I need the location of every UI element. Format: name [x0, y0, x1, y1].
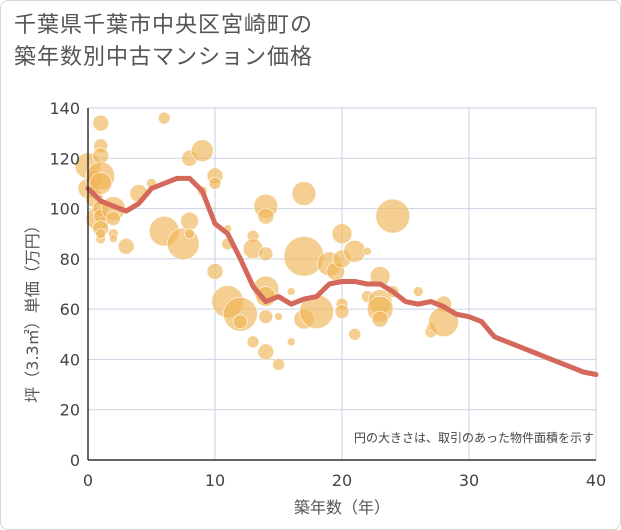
bubble-point-27	[184, 228, 195, 240]
bubble-point-61	[334, 304, 350, 319]
chart-title-line-1: 千葉県千葉市中央区宮崎町の	[14, 13, 314, 38]
bubble-point-46	[258, 309, 274, 324]
bubble-point-28	[191, 139, 214, 163]
y-tick-label-140: 140	[49, 99, 80, 118]
bubble-point-7	[92, 147, 109, 165]
bubble-point-48	[272, 358, 285, 371]
bubble-point-42	[257, 207, 275, 225]
bubble-series	[74, 111, 459, 371]
trend-line-series	[85, 175, 599, 378]
y-tick-label-120: 120	[49, 149, 80, 168]
bubble-point-50	[286, 337, 296, 347]
x-tick-labels: 0 10 20 30 40	[83, 471, 606, 490]
size-note: 円の大きさは、取引のあった物件面積を示す	[354, 430, 594, 445]
y-tick-label-80: 80	[60, 250, 80, 269]
bubble-point-32	[206, 263, 224, 280]
bubble-point-16	[106, 211, 121, 226]
y-tick-label-100: 100	[49, 200, 80, 219]
bubble-point-19	[117, 237, 135, 255]
bubble-point-22	[157, 111, 171, 125]
trend-line	[85, 175, 599, 378]
bubble-point-14	[95, 228, 106, 240]
bubble-point-9	[89, 172, 112, 195]
bubble-point-47	[257, 343, 275, 361]
bubble-point-43	[258, 246, 274, 262]
bubble-point-62	[343, 240, 367, 263]
x-tick-label-20: 20	[332, 471, 352, 490]
bubble-point-64	[363, 247, 372, 256]
x-axis-label: 築年数（年）	[294, 498, 390, 517]
y-axis-label: 坪（3.3㎡）単価（万円）	[23, 217, 42, 402]
x-tick-label-40: 40	[586, 471, 606, 490]
bubble-point-37	[233, 314, 248, 330]
chart-title-line-2: 築年数別中古マンション価格	[14, 45, 314, 70]
bubble-point-52	[291, 181, 317, 206]
x-tick-label-0: 0	[83, 471, 93, 490]
bubble-point-58	[331, 223, 353, 245]
chart-title: 千葉県千葉市中央区宮崎町の 築年数別中古マンション価格	[14, 10, 604, 74]
bubble-point-26	[180, 211, 199, 231]
bubble-point-76	[412, 286, 424, 297]
bubble-point-53	[283, 236, 325, 277]
y-tick-label-60: 60	[60, 300, 80, 319]
bubble-point-36	[223, 296, 258, 332]
y-tick-labels: 0 20 40 60 80 100 120 140	[49, 99, 80, 470]
x-tick-label-30: 30	[459, 471, 479, 490]
bubble-point-40	[246, 335, 260, 349]
y-tick-label-40: 40	[60, 350, 80, 369]
y-tick-label-0: 0	[70, 451, 80, 470]
axes	[87, 108, 596, 461]
bubble-point-31	[208, 177, 222, 190]
bubble-point-5	[92, 114, 109, 132]
bubble-point-18	[109, 234, 118, 244]
bubble-point-51	[286, 287, 296, 296]
bubble-point-49	[274, 312, 283, 321]
y-tick-label-20: 20	[60, 401, 80, 420]
bubble-point-70	[375, 198, 411, 234]
bubble-point-63	[348, 327, 362, 341]
bubble-point-69	[371, 310, 389, 328]
x-tick-label-10: 10	[205, 471, 225, 490]
